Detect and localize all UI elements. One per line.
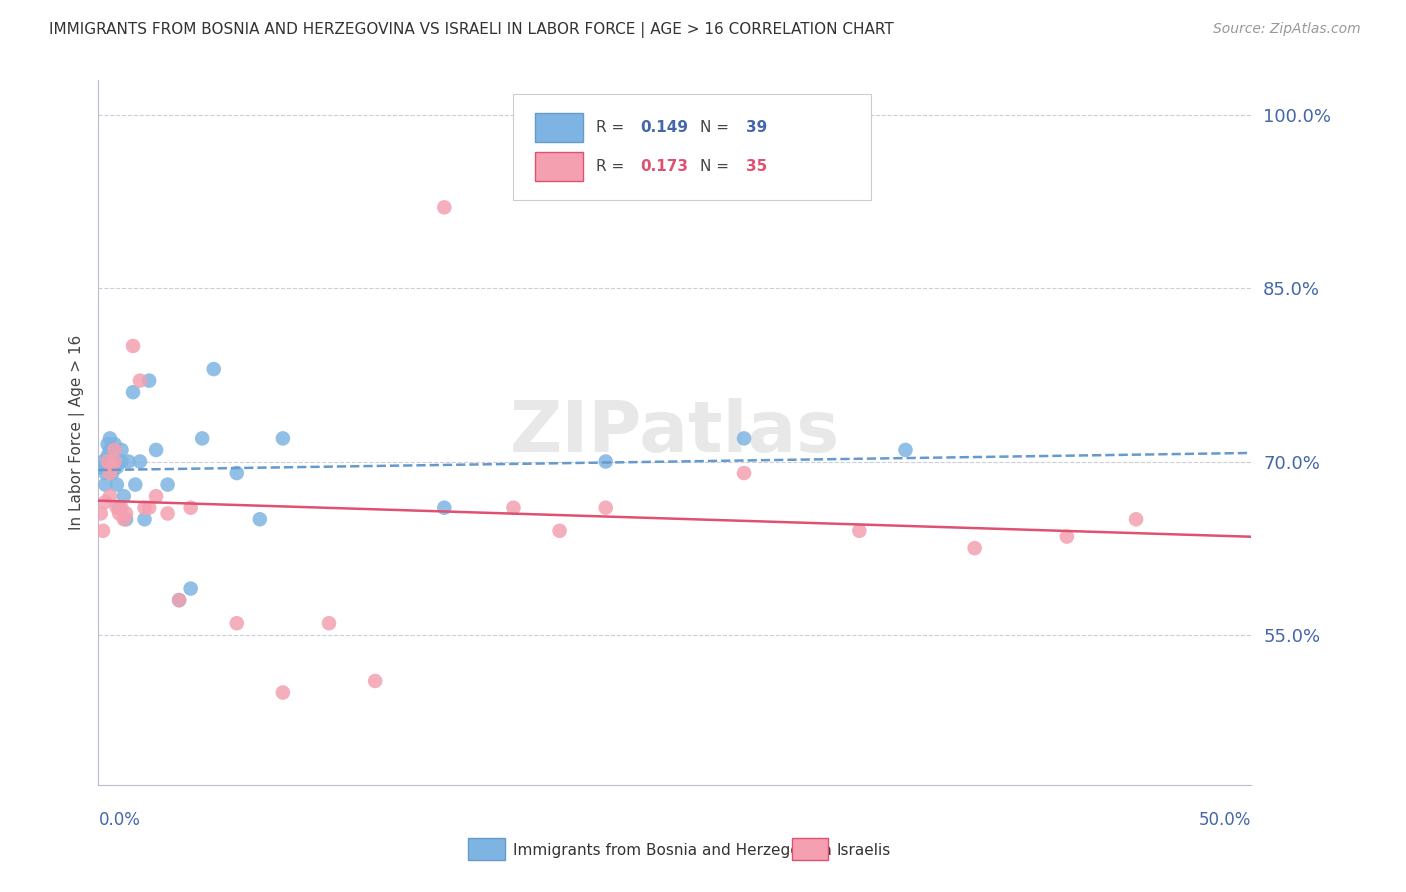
Text: 0.0%: 0.0% — [98, 811, 141, 829]
Point — [110, 500, 132, 515]
Point — [271, 685, 294, 699]
Point — [249, 512, 271, 526]
Point — [167, 593, 190, 607]
Point — [733, 466, 755, 480]
Point — [97, 454, 120, 468]
Text: R =: R = — [596, 159, 630, 174]
Point — [191, 431, 214, 445]
Point — [145, 442, 167, 457]
Point — [103, 437, 125, 451]
Text: R =: R = — [596, 120, 630, 135]
Point — [98, 466, 121, 480]
Text: N =: N = — [700, 159, 734, 174]
Point — [101, 466, 124, 480]
Point — [90, 507, 112, 521]
Point — [1125, 512, 1147, 526]
FancyBboxPatch shape — [536, 113, 582, 143]
Point — [97, 449, 120, 463]
FancyBboxPatch shape — [536, 153, 582, 181]
Point — [167, 593, 190, 607]
Text: 0.173: 0.173 — [640, 159, 689, 174]
Point — [271, 431, 294, 445]
Text: IMMIGRANTS FROM BOSNIA AND HERZEGOVINA VS ISRAELI IN LABOR FORCE | AGE > 16 CORR: IMMIGRANTS FROM BOSNIA AND HERZEGOVINA V… — [49, 22, 894, 38]
Point — [180, 500, 202, 515]
Text: 39: 39 — [747, 120, 768, 135]
Y-axis label: In Labor Force | Age > 16: In Labor Force | Age > 16 — [69, 335, 84, 530]
Point — [145, 489, 167, 503]
Point — [94, 495, 117, 509]
Point — [98, 442, 121, 457]
Point — [97, 437, 120, 451]
Point — [202, 362, 225, 376]
Point — [90, 460, 112, 475]
Text: 50.0%: 50.0% — [1199, 811, 1251, 829]
Point — [115, 512, 138, 526]
Text: 0.149: 0.149 — [640, 120, 689, 135]
FancyBboxPatch shape — [513, 95, 870, 200]
Text: N =: N = — [700, 120, 734, 135]
Point — [122, 385, 145, 400]
Point — [103, 454, 125, 468]
Point — [112, 489, 135, 503]
Point — [103, 449, 125, 463]
Point — [433, 500, 456, 515]
Point — [98, 489, 121, 503]
Text: 35: 35 — [747, 159, 768, 174]
Point — [134, 512, 156, 526]
Point — [502, 500, 524, 515]
Point — [91, 524, 114, 538]
Point — [156, 507, 179, 521]
Point — [101, 454, 124, 468]
Point — [110, 442, 132, 457]
Text: Israelis: Israelis — [837, 844, 891, 858]
Point — [548, 524, 571, 538]
Point — [364, 673, 387, 688]
Point — [122, 339, 145, 353]
Point — [124, 477, 146, 491]
Point — [129, 454, 152, 468]
Point — [112, 512, 135, 526]
Point — [138, 500, 160, 515]
Point — [98, 454, 121, 468]
Point — [91, 454, 114, 468]
Point — [115, 507, 138, 521]
Point — [103, 442, 125, 457]
Point — [733, 431, 755, 445]
Point — [94, 466, 117, 480]
Point — [963, 541, 986, 556]
Point — [433, 200, 456, 214]
Text: Source: ZipAtlas.com: Source: ZipAtlas.com — [1213, 22, 1361, 37]
Point — [101, 460, 124, 475]
Point — [105, 500, 128, 515]
Point — [848, 524, 870, 538]
Point — [94, 477, 117, 491]
Point — [105, 477, 128, 491]
Point — [129, 374, 152, 388]
Point — [1056, 530, 1078, 544]
Point — [156, 477, 179, 491]
Point — [108, 500, 131, 515]
Point — [138, 374, 160, 388]
Point — [894, 442, 917, 457]
Point — [105, 460, 128, 475]
Point — [225, 466, 247, 480]
Point — [180, 582, 202, 596]
Point — [595, 454, 617, 468]
Point — [108, 507, 131, 521]
Point — [318, 616, 340, 631]
Point — [225, 616, 247, 631]
Point — [117, 454, 139, 468]
Point — [110, 454, 132, 468]
Point — [134, 500, 156, 515]
Text: Immigrants from Bosnia and Herzegovina: Immigrants from Bosnia and Herzegovina — [513, 844, 832, 858]
Text: ZIPatlas: ZIPatlas — [510, 398, 839, 467]
Point — [98, 431, 121, 445]
Point — [595, 500, 617, 515]
